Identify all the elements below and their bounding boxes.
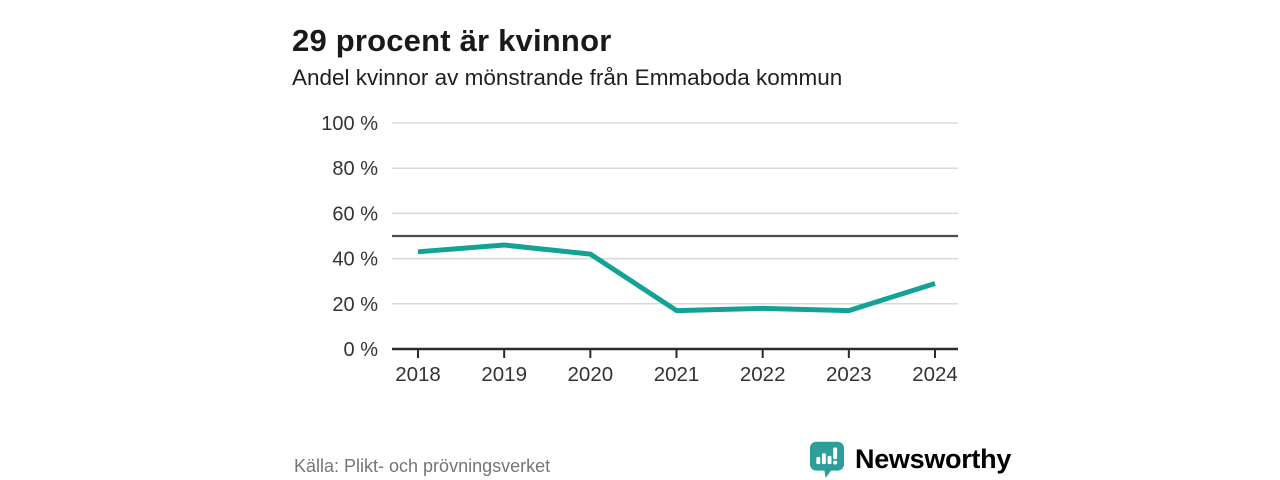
y-axis-tick-label: 80 % (332, 158, 378, 180)
y-axis-tick-label: 20 % (332, 294, 378, 316)
line-chart: 0 % 20 % 40 % 60 % 80 % 100 % 2018 2019 2020 2021… (290, 110, 980, 402)
line-chart-canvas: 0 % 20 % 40 % 60 % 80 % 100 % 2018 2019 2020 2021… (321, 113, 958, 386)
x-axis-tick-label: 2022 (740, 363, 786, 386)
chart-subtitle: Andel kvinnor av mönstrande från Emmabod… (292, 65, 843, 90)
data-line-andel-kvinnor (417, 242, 936, 314)
x-axis-tick-label: 2020 (568, 363, 614, 386)
y-axis-tick-label: 0 % (344, 339, 379, 361)
source-attribution: Källa: Plikt- och prövningsverket (294, 456, 551, 476)
speech-bubble-shape (809, 441, 845, 478)
newsworthy-logo-icon (808, 440, 846, 479)
y-axis-tick-label: 40 % (332, 249, 378, 271)
y-axis-tick-label: 60 % (332, 203, 378, 225)
x-axis-tick-label: 2019 (481, 363, 527, 386)
newsworthy-logo-text: Newsworthy (855, 444, 1012, 474)
x-axis-tick-label: 2021 (654, 363, 700, 386)
newsworthy-logo[interactable]: Newsworthy (808, 440, 1011, 479)
x-axis-tick-label: 2023 (826, 363, 872, 386)
x-axis-tick-label: 2024 (912, 363, 958, 386)
chart-title: 29 procent är kvinnor (292, 22, 612, 58)
y-axis-tick-label: 100 % (321, 113, 378, 135)
bar-chart-glyph (816, 447, 838, 465)
x-axis-tick-label: 2018 (395, 363, 441, 386)
